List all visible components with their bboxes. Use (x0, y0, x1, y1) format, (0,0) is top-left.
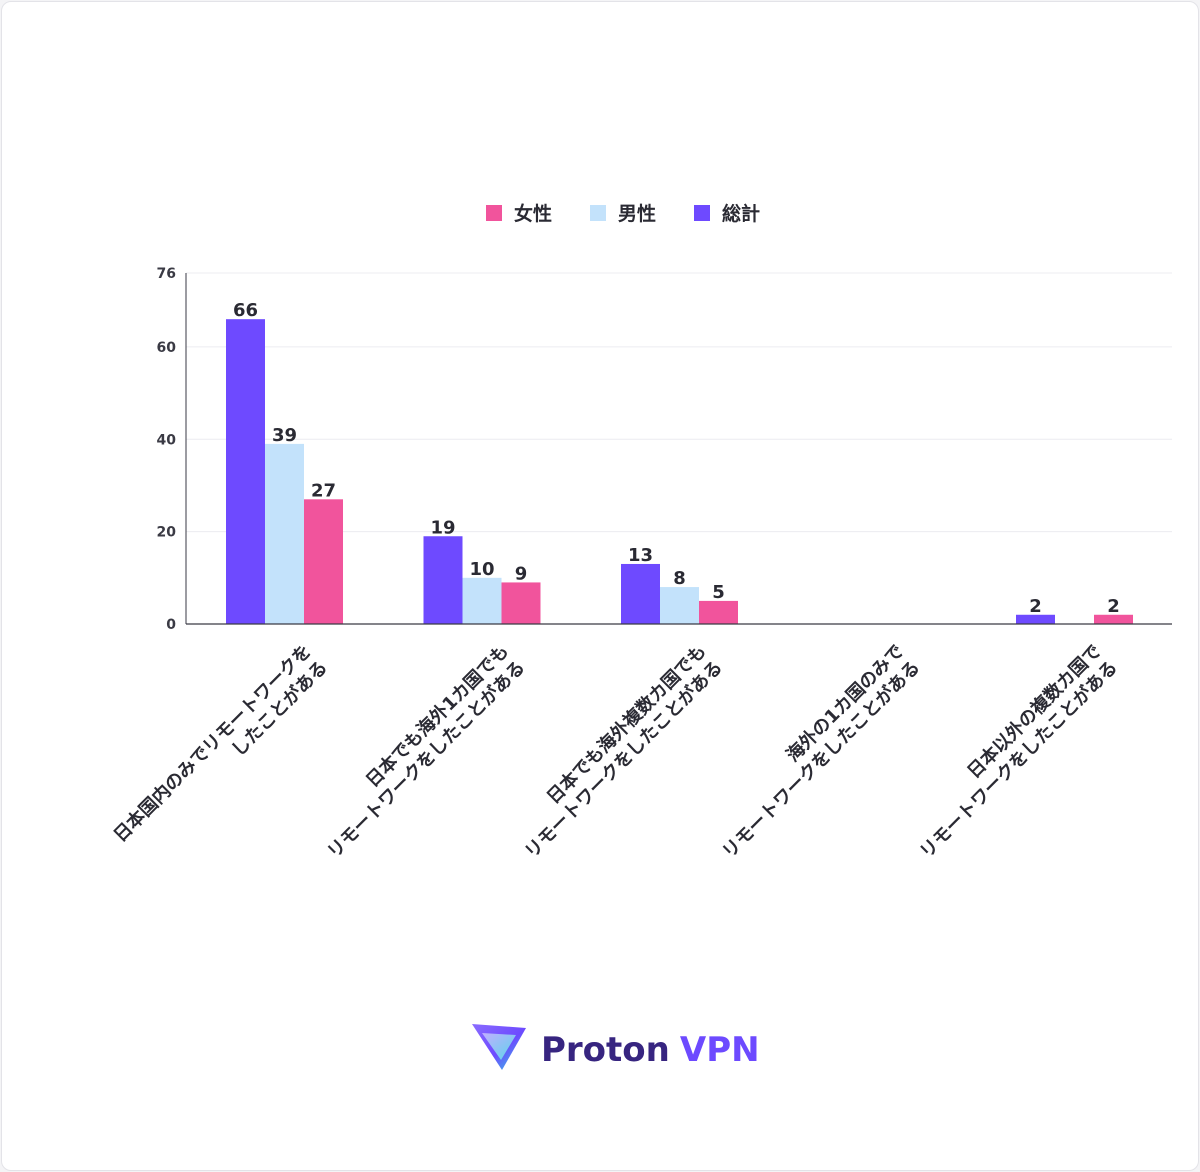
category-label-line: 日本国内のみでリモートワークを (109, 640, 315, 846)
bars (226, 319, 1133, 624)
data-label: 8 (673, 568, 686, 589)
category-label: 日本国内のみでリモートワークをしたことがある (109, 640, 332, 863)
bar (1094, 614, 1133, 624)
legend-label: 総計 (722, 202, 760, 225)
category-label-line: リモートワークをしたことがある (323, 656, 529, 862)
legend-swatch (486, 205, 502, 221)
legend-label: 男性 (618, 202, 656, 225)
y-axis-ticks: 0 20 40 60 76 (157, 266, 177, 633)
data-label: 39 (272, 425, 297, 446)
legend-swatch (590, 205, 606, 221)
legend-swatch (694, 205, 710, 221)
category-label: 日本でも海外1カ国でもリモートワークをしたことがある (307, 640, 530, 863)
proton-vpn-shield-icon (472, 1024, 526, 1070)
data-label: 10 (469, 559, 494, 580)
bar (501, 582, 541, 624)
bar (265, 443, 304, 624)
data-label: 13 (628, 545, 653, 566)
y-tick-label: 40 (157, 432, 177, 448)
bar (621, 563, 660, 624)
y-tick-label: 76 (157, 266, 176, 282)
x-axis-categories: 日本国内のみでリモートワークをしたことがある 日本でも海外1カ国でもリモートワーク… (109, 640, 1122, 863)
y-tick-label: 20 (157, 525, 177, 541)
legend: 女性 男性 総計 (486, 202, 760, 225)
data-label: 19 (430, 517, 455, 538)
y-tick-label: 60 (157, 340, 177, 356)
data-label: 27 (311, 480, 336, 501)
data-label: 9 (515, 563, 528, 584)
bar (226, 319, 265, 624)
y-tick-label: 0 (166, 617, 176, 633)
legend-label: 女性 (514, 202, 552, 225)
category-label: 海外の1カ国のみでリモートワークをしたことがある (702, 640, 925, 863)
bar (423, 536, 463, 624)
data-label: 66 (233, 300, 258, 321)
category-label-line: 日本以外の複数カ国で (963, 640, 1106, 783)
axes (185, 273, 1172, 625)
data-label: 2 (1107, 596, 1120, 617)
category-label-line: 日本でも海外1カ国でも (361, 640, 513, 792)
data-labels: 66 39 27 19 10 9 13 8 5 2 2 (233, 300, 1120, 617)
bar (699, 600, 738, 624)
bar (1016, 614, 1055, 624)
gridlines (186, 272, 1172, 533)
brand-product: VPN (680, 1030, 760, 1070)
category-label-line: リモートワークをしたことがある (718, 656, 924, 862)
data-label: 5 (712, 582, 725, 603)
category-label: 日本でも海外複数カ国でもリモートワークをしたことがある (504, 640, 727, 863)
proton-vpn-logo: Proton VPN (472, 1024, 760, 1070)
bar (462, 577, 502, 624)
category-label-line: リモートワークをしたことがある (915, 656, 1121, 862)
bar (660, 587, 699, 624)
bar (304, 499, 343, 624)
category-label: 日本以外の複数カ国でリモートワークをしたことがある (899, 640, 1122, 863)
category-label-line: リモートワークをしたことがある (520, 656, 726, 862)
data-label: 2 (1029, 596, 1042, 617)
category-label-line: 日本でも海外複数カ国でも (542, 640, 710, 808)
brand-name: Proton (541, 1030, 670, 1070)
